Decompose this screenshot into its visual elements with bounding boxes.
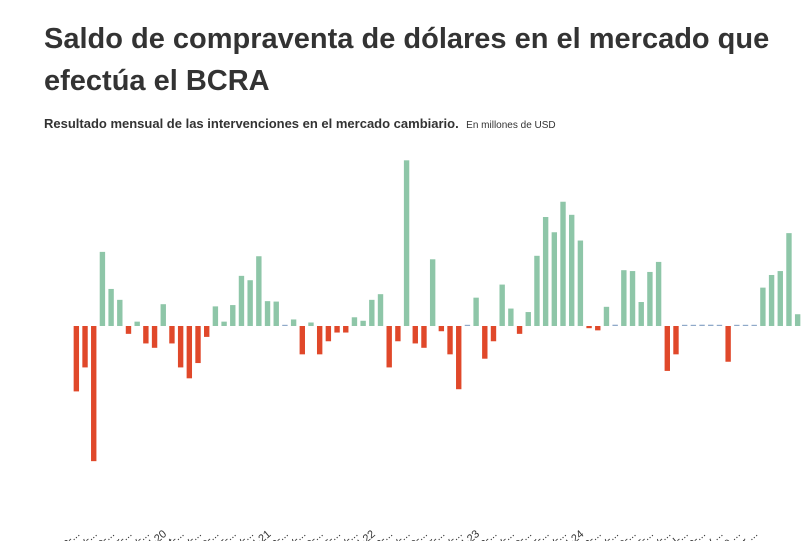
bar-sep-21 (282, 324, 288, 326)
bar-dic-21 (308, 322, 314, 326)
bar-ago-24 (586, 326, 592, 329)
bar-dic-24 (621, 270, 627, 326)
bar-mar-21 (230, 305, 236, 326)
bar-oct-21 (290, 319, 297, 326)
bar-Dic-25 (725, 326, 731, 362)
bar-Abr-26 (760, 287, 766, 326)
bar-abr-25 (655, 261, 662, 326)
bar-ago-22 (377, 294, 384, 326)
bar-mar-23 (438, 326, 445, 332)
bar-ene-24 (525, 312, 531, 326)
bar-may-20 (143, 326, 149, 344)
bar-nov-19 (91, 326, 97, 462)
bar-dic-19 (99, 251, 106, 326)
bar-dic-20 (204, 326, 210, 337)
bar-sept-20 (177, 326, 184, 368)
bar-abr-23 (447, 326, 453, 355)
bar-chart: sep-...nov-...ene-...mar-...may-...jul-2… (51, 160, 801, 541)
bar-jun-25 (673, 326, 679, 355)
bar-ago-25 (690, 324, 697, 326)
bar-dic-22 (412, 326, 418, 344)
bar-feb-22 (325, 326, 332, 342)
bar-series (73, 160, 801, 462)
bar-jul-23 (473, 297, 479, 326)
bar-Jun-26 (777, 271, 783, 326)
bar-nov-23 (508, 308, 514, 326)
bar-ene-25 (629, 271, 636, 326)
bar-abr-20 (134, 321, 140, 326)
bar-may-21 (247, 280, 253, 326)
bar-may-24 (560, 201, 566, 326)
bar-oct-24 (603, 306, 610, 326)
bar-nov-20 (195, 326, 201, 364)
bar-abr-22 (343, 326, 349, 333)
unit-note: En millones de USD (466, 120, 556, 131)
bar-feb-24 (534, 255, 540, 326)
chart-subtitle: Resultado mensual de las intervenciones … (44, 115, 556, 133)
bar-jul-22 (369, 299, 375, 326)
bar-Mar-26 (751, 324, 757, 326)
bar-jun-22 (360, 320, 366, 326)
bar-oct-22 (395, 326, 401, 342)
bar-feb-23 (429, 259, 436, 326)
bar-feb-21 (221, 321, 227, 326)
bar-mar-25 (647, 271, 653, 326)
bar-jul-24 (577, 240, 584, 326)
subtitle-text: Resultado mensual de las intervenciones … (44, 116, 459, 131)
bar-jun-23 (464, 324, 471, 326)
x-axis-tick-labels: sep-...nov-...ene-...mar-...may-...jul-2… (51, 528, 760, 541)
bar-mar-20 (125, 326, 132, 334)
bar-ago-20 (169, 326, 175, 344)
bar-sep-23 (490, 326, 497, 342)
bar-ene-23 (421, 326, 427, 348)
bar-abr-24 (551, 232, 558, 326)
bar-jun-20 (151, 326, 158, 348)
chart-title: Saldo de compraventa de dólares en el me… (44, 18, 784, 102)
bar-May-26 (768, 274, 775, 326)
bar-Feb-26 (742, 324, 749, 326)
bar-jul-25 (681, 324, 688, 326)
bar-jun-24 (569, 214, 575, 326)
bar-ene-21 (212, 306, 219, 326)
bar-nov-21 (299, 326, 305, 355)
chart-title-line-1: Saldo de compraventa de dólares en el me… (44, 23, 770, 55)
bar-ene-20 (108, 288, 114, 326)
bar-feb-20 (117, 299, 123, 326)
bar-Jul-26 (786, 233, 792, 326)
bar-ago-21 (273, 301, 279, 326)
chart-title-line-2: efectúa el BCRA (44, 65, 270, 97)
bar-ene-22 (316, 326, 323, 355)
bar-may-23 (456, 326, 462, 390)
bar-Nov-25 (716, 324, 723, 326)
bar-nov-24 (612, 324, 618, 326)
bar-Sep-25 (699, 324, 705, 326)
bar-mar-22 (334, 326, 340, 333)
bar-abr-21 (238, 275, 245, 326)
bar-may-25 (664, 326, 670, 371)
bar-dic-23 (516, 326, 523, 334)
bar-jul-21 (264, 301, 271, 326)
bar-sep-24 (595, 326, 601, 331)
bar-sep-19 (73, 326, 80, 392)
bar-undefined (794, 314, 801, 326)
bar-oct-23 (499, 284, 505, 326)
bar-nov-22 (403, 160, 410, 326)
bar-Oct-25 (708, 324, 714, 326)
bar-oct-20 (186, 326, 193, 379)
bar-sep-22 (386, 326, 392, 368)
bar-may-22 (351, 317, 358, 326)
bar-mar-24 (542, 217, 549, 326)
bar-Ene-26 (734, 324, 740, 326)
bar-jun-21 (256, 256, 262, 326)
bar-jul-20 (160, 304, 166, 326)
bar-feb-25 (638, 302, 644, 326)
bar-oct-19 (82, 326, 88, 368)
bar-ago-23 (482, 326, 488, 359)
